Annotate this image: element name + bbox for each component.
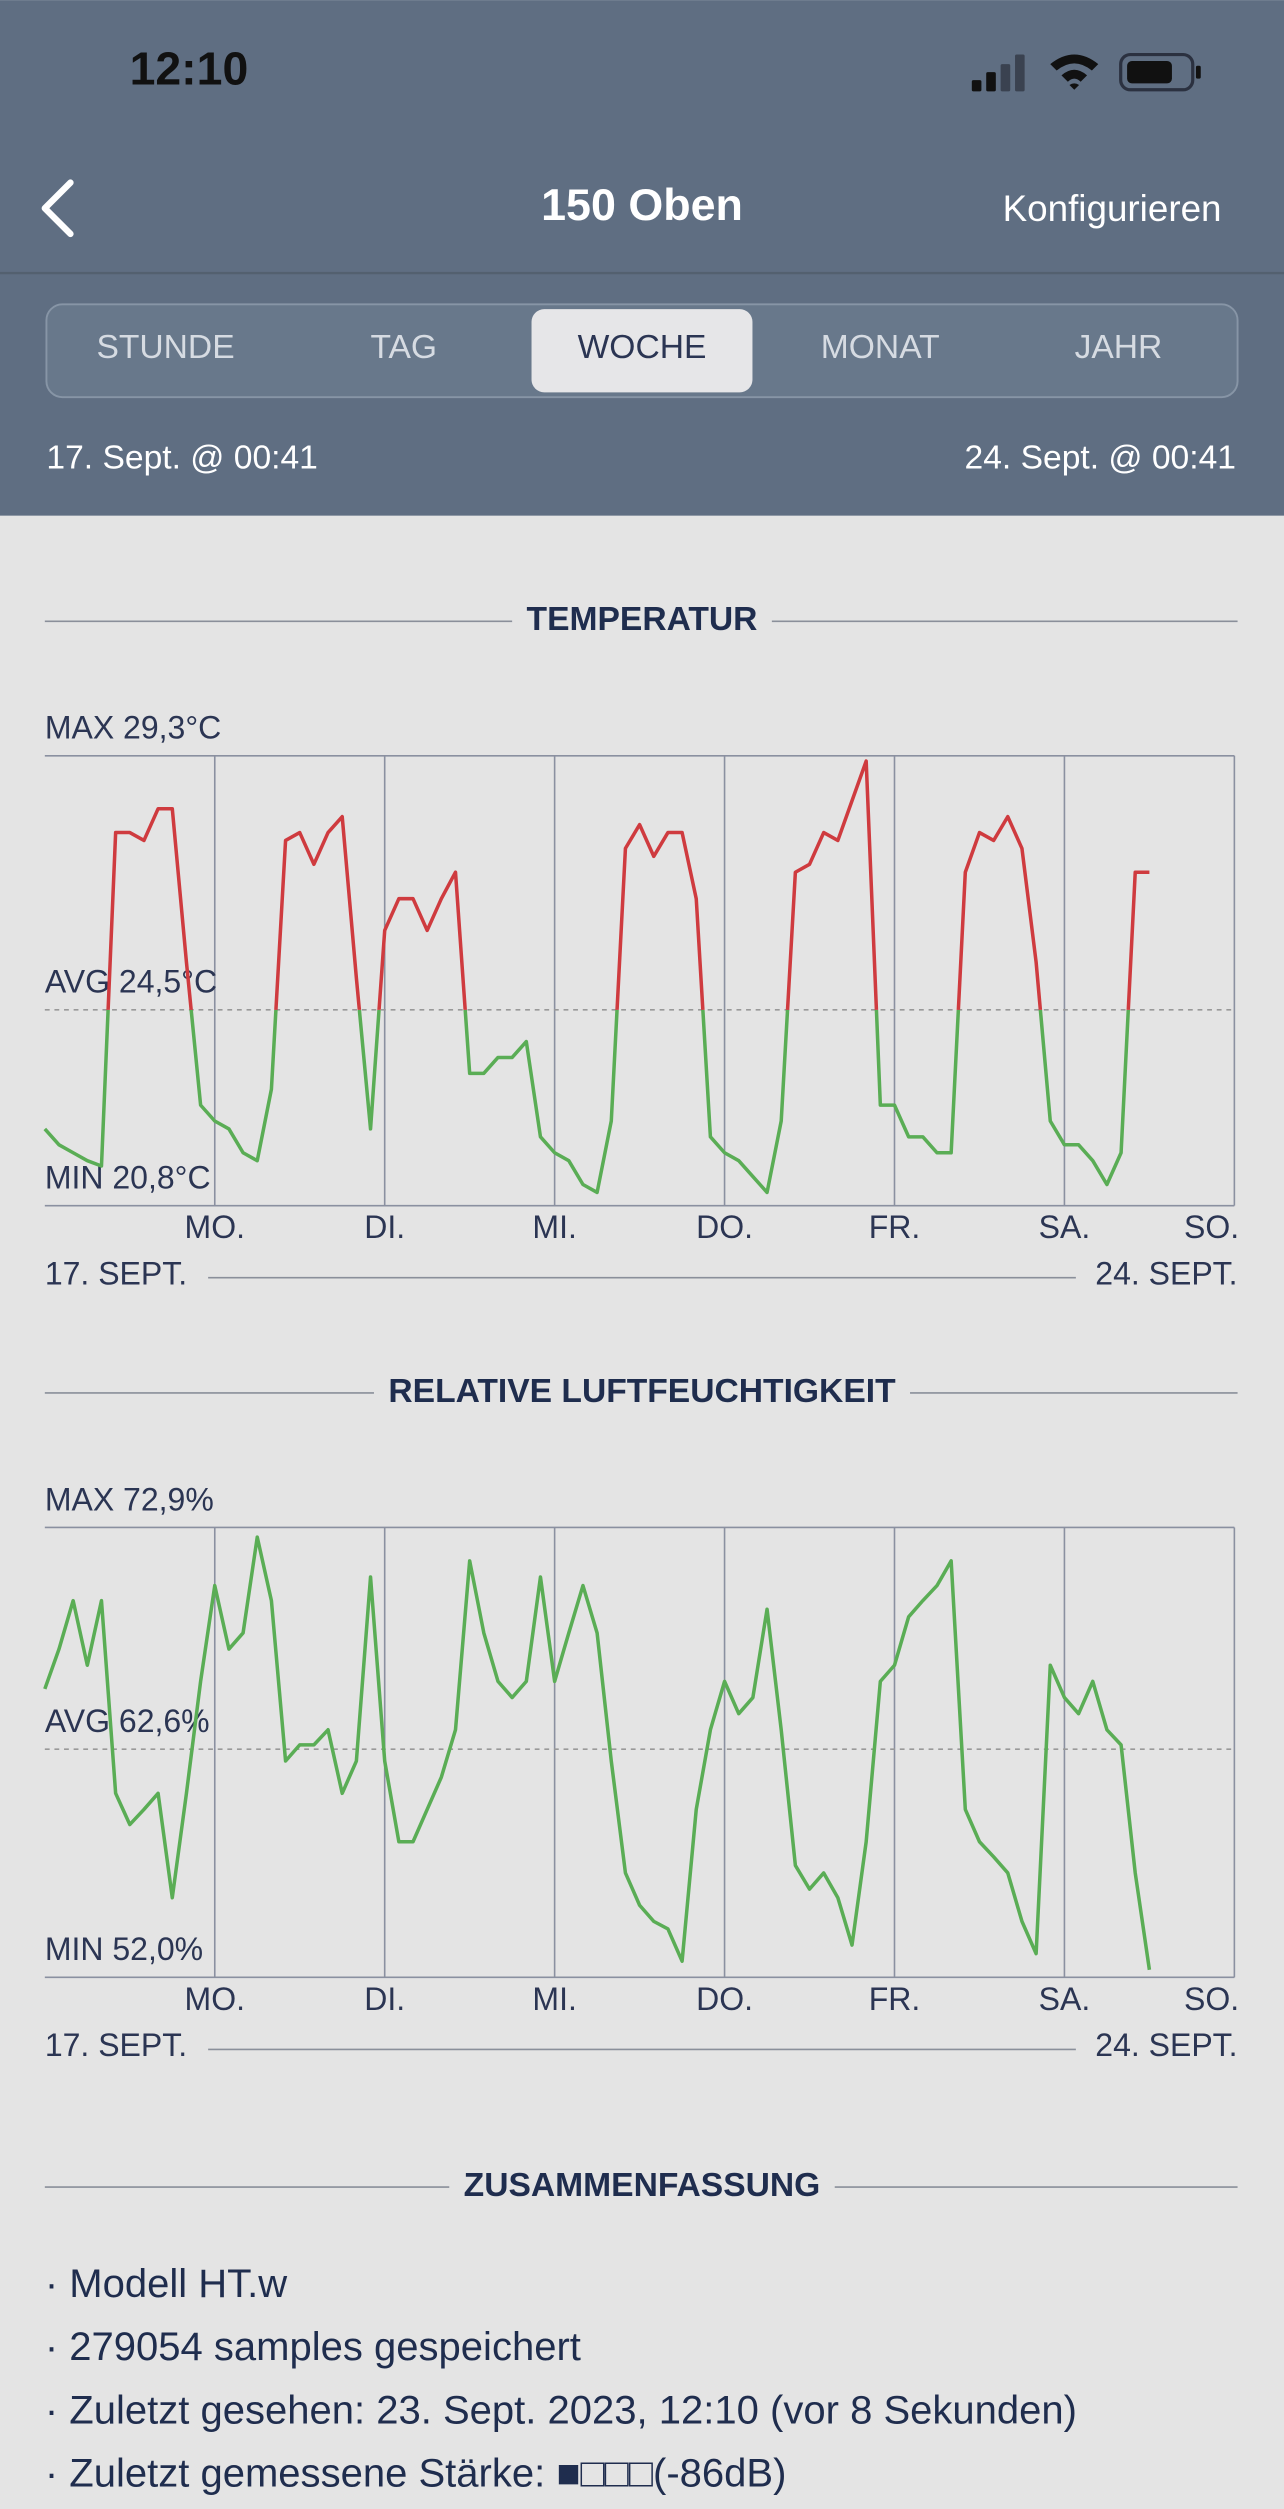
range-end-label: 24. SEPT. xyxy=(1095,1256,1237,1292)
y-tick-label: MIN 20,8°C xyxy=(45,1160,211,1196)
tab[interactable]: TAG xyxy=(370,329,437,366)
summary-line: · 279054 samples gespeichert xyxy=(45,2325,581,2369)
day-label: DO. xyxy=(696,1209,753,1245)
section-title: ZUSAMMENFASSUNG xyxy=(464,2167,821,2204)
range-start-label: 17. SEPT. xyxy=(45,1256,187,1292)
section-title: RELATIVE LUFTFEUCHTIGKEIT xyxy=(388,1373,896,1410)
day-label: DI. xyxy=(364,1981,405,2017)
tab-selected-bg xyxy=(531,309,753,393)
range-start-label: 17. SEPT. xyxy=(45,2027,187,2063)
day-label: FR. xyxy=(869,1209,921,1245)
day-label: SO. xyxy=(1184,1209,1239,1245)
summary-line: · Zuletzt gemessene Stärke: ■□□□(-86dB) xyxy=(45,2452,787,2496)
y-tick-label: AVG 62,6% xyxy=(45,1703,210,1739)
tab[interactable]: WOCHE xyxy=(578,329,707,366)
day-label: SO. xyxy=(1184,1981,1239,2017)
range-start: 17. Sept. @ 00:41 xyxy=(46,439,317,476)
nav-title: 150 Oben xyxy=(541,180,743,230)
y-tick-label: MAX 72,9% xyxy=(45,1481,214,1517)
line-below-avg xyxy=(43,1009,1131,1195)
day-label: MI. xyxy=(532,1981,576,2017)
line xyxy=(43,1535,1152,1971)
status-time: 12:10 xyxy=(130,42,249,94)
day-label: SA. xyxy=(1039,1209,1091,1245)
nav-action[interactable]: Konfigurieren xyxy=(1003,188,1222,229)
day-label: MI. xyxy=(532,1209,576,1245)
header-bg xyxy=(0,0,1284,516)
range-end-label: 24. SEPT. xyxy=(1095,2027,1237,2063)
tab[interactable]: MONAT xyxy=(821,329,940,366)
y-tick-label: MAX 29,3°C xyxy=(45,710,221,746)
day-label: MO. xyxy=(185,1209,245,1245)
line-above-avg xyxy=(106,759,1150,1010)
section-title: TEMPERATUR xyxy=(527,601,758,638)
day-label: SA. xyxy=(1039,1981,1091,2017)
day-label: DI. xyxy=(364,1209,405,1245)
tab[interactable]: JAHR xyxy=(1075,329,1163,366)
status-icons xyxy=(971,52,1201,92)
day-label: MO. xyxy=(185,1981,245,2017)
day-label: DO. xyxy=(696,1981,753,2017)
y-tick-label: MIN 52,0% xyxy=(45,1931,203,1967)
summary-line: · Zuletzt gesehen: 23. Sept. 2023, 12:10… xyxy=(45,2388,1077,2432)
range-end: 24. Sept. @ 00:41 xyxy=(965,439,1236,476)
day-label: FR. xyxy=(869,1981,921,2017)
tab[interactable]: STUNDE xyxy=(96,329,234,366)
summary-line: · Modell HT.w xyxy=(45,2262,287,2306)
back-button[interactable] xyxy=(41,179,74,238)
